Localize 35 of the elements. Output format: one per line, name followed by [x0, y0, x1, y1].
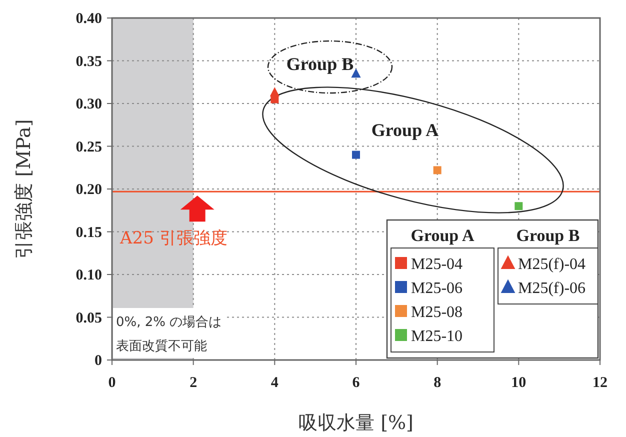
legend-label: M25-06 [411, 280, 463, 297]
legend-label: M25-04 [411, 256, 463, 273]
y-tick-label: 0.35 [76, 54, 102, 70]
legend-label: M25(f)-04 [518, 256, 586, 273]
point [270, 87, 280, 96]
x-tick-label: 4 [270, 375, 279, 391]
point [433, 166, 442, 174]
y-axis-title: 引張強度 [MPa] [13, 119, 35, 259]
x-tick-label: 6 [352, 375, 360, 391]
point [352, 150, 360, 159]
legend-label: M25(f)-06 [518, 280, 586, 297]
text: Group B [516, 226, 580, 245]
x-tick-label: 0 [108, 375, 116, 391]
band-label: 0%, 2% の場合は表面改質不可能 [116, 315, 222, 354]
y-tick-label: 0.40 [76, 11, 102, 27]
y-tick-label: 0.25 [76, 139, 102, 156]
legend-label: M25-10 [411, 328, 463, 345]
y-tick-label: 0.15 [76, 224, 102, 241]
y-tick-label: 0.30 [76, 96, 102, 112]
x-tick-label: 10 [511, 375, 526, 391]
x-tick-label: 12 [592, 375, 608, 391]
point [514, 202, 523, 210]
text: Group A [410, 226, 474, 245]
y-tick-label: 0 [94, 353, 102, 369]
ref-line-label: A25 引張強度 [119, 228, 228, 249]
x-tick-label: 8 [434, 375, 442, 391]
legend-label: M25-08 [411, 304, 463, 321]
x-axis-title: 吸収水量 [%] [298, 412, 414, 434]
point [351, 68, 361, 78]
y-tick-label: 0.10 [76, 268, 102, 284]
x-tick-label: 2 [190, 375, 198, 391]
annotation: Group A [371, 120, 439, 140]
y-tick-label: 0.05 [76, 310, 102, 326]
y-tick-label: 0.20 [76, 182, 102, 198]
annotation: Group B [286, 54, 354, 74]
